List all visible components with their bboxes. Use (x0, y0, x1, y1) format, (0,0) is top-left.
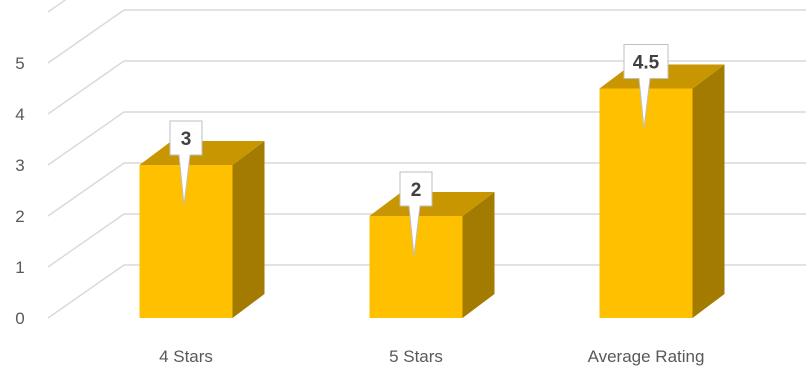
bar-side (692, 64, 725, 318)
bar (369, 192, 495, 318)
gridline-diagonal (47, 162, 125, 217)
bar (599, 64, 725, 318)
y-axis-ticks: 0 1 2 3 4 5 (15, 54, 24, 328)
y-tick-label: 1 (15, 258, 24, 277)
y-tick-label: 5 (15, 54, 24, 73)
bar-side (462, 192, 495, 318)
bar-front (599, 88, 693, 318)
gridline-diagonal (47, 264, 125, 319)
y-tick-label: 4 (15, 105, 24, 124)
data-label-callout: 2 (399, 171, 433, 257)
gridline-diagonal (47, 0, 67, 13)
data-label: 3 (181, 129, 192, 150)
x-axis-ticks: 4 Stars 5 Stars Average Rating (159, 347, 704, 366)
data-label-callout: 3 (169, 120, 203, 206)
x-tick-label: 4 Stars (159, 347, 213, 366)
bar-side (232, 141, 265, 318)
callout-box (169, 120, 203, 206)
bars (139, 64, 725, 318)
y-tick-label: 2 (15, 207, 24, 226)
gridline-diagonal (47, 9, 125, 64)
data-labels: 324.5 (169, 44, 669, 257)
data-label-callout: 4.5 (623, 44, 669, 129)
gridline-diagonal (47, 60, 125, 115)
x-tick-label: 5 Stars (389, 347, 443, 366)
x-tick-label: Average Rating (588, 347, 705, 366)
callout-box (399, 171, 433, 257)
y-tick-label: 3 (15, 156, 24, 175)
bar (139, 141, 265, 318)
y-tick-label: 0 (15, 309, 24, 328)
data-label: 2 (411, 180, 422, 201)
gridline-diagonal (47, 111, 125, 166)
gridline-diagonal (47, 213, 125, 268)
callout-box (623, 44, 669, 129)
data-label: 4.5 (633, 53, 660, 74)
